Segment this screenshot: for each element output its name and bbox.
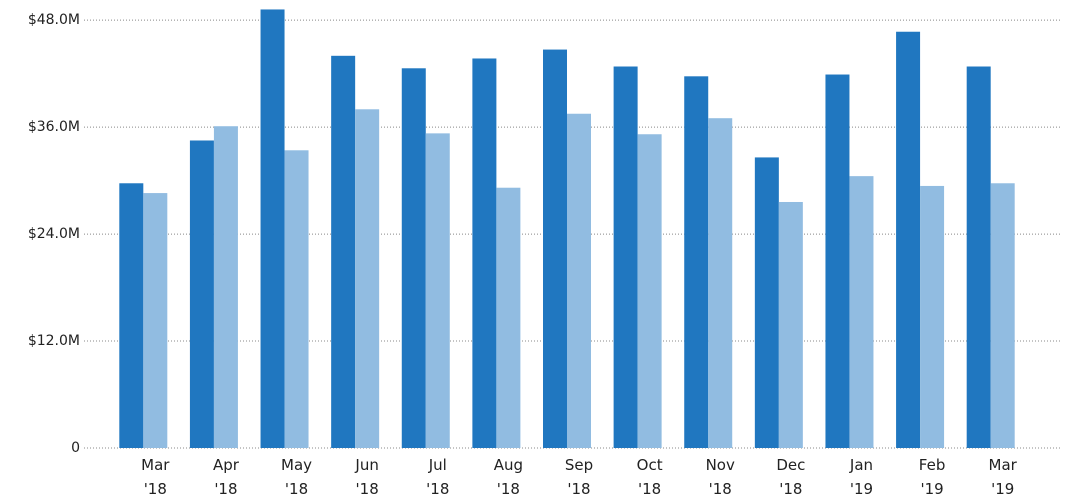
x-tick-label: May '18 (281, 456, 313, 498)
bar (331, 55, 356, 448)
bar (472, 58, 497, 448)
bar (990, 183, 1015, 448)
x-tick-label: Nov '18 (705, 456, 735, 498)
bar (825, 74, 850, 449)
y-tick-label: $12.0M (28, 333, 80, 349)
x-tick-label: Aug '18 (493, 456, 524, 498)
bar (401, 68, 426, 449)
y-tick-label: $48.0M (28, 12, 80, 28)
bar (754, 157, 779, 448)
bar (684, 76, 709, 448)
bar (119, 183, 144, 448)
x-tick-label: Feb '19 (918, 456, 946, 498)
y-tick-label: $36.0M (28, 119, 80, 135)
x-tick-label: Oct '18 (636, 456, 663, 498)
bar (708, 118, 733, 449)
bar (189, 140, 214, 448)
x-tick-label: Jun '18 (355, 456, 379, 498)
bar (613, 66, 638, 448)
bar (143, 193, 168, 448)
x-tick-label: Mar '19 (988, 456, 1017, 498)
x-tick-label: Sep '18 (564, 456, 594, 498)
bar (260, 9, 285, 449)
x-tick-label: Mar '18 (141, 456, 170, 498)
bar (778, 201, 803, 448)
bar (896, 31, 921, 448)
bar (496, 187, 521, 448)
bar (567, 113, 591, 448)
x-tick-label: Apr '18 (212, 456, 239, 498)
bar (966, 66, 991, 448)
bar (284, 150, 309, 448)
bar (425, 133, 450, 448)
bar (637, 134, 662, 448)
bar (355, 109, 380, 449)
bar (920, 185, 945, 448)
bar (543, 49, 567, 448)
x-tick-label: Jan '19 (849, 456, 874, 498)
x-tick-label: Dec '18 (776, 456, 806, 498)
bar (849, 176, 874, 448)
x-tick-label: Jul '18 (426, 456, 450, 498)
y-tick-label: $24.0M (28, 226, 80, 242)
y-tick-label: 0 (71, 440, 80, 456)
bar (213, 126, 238, 449)
